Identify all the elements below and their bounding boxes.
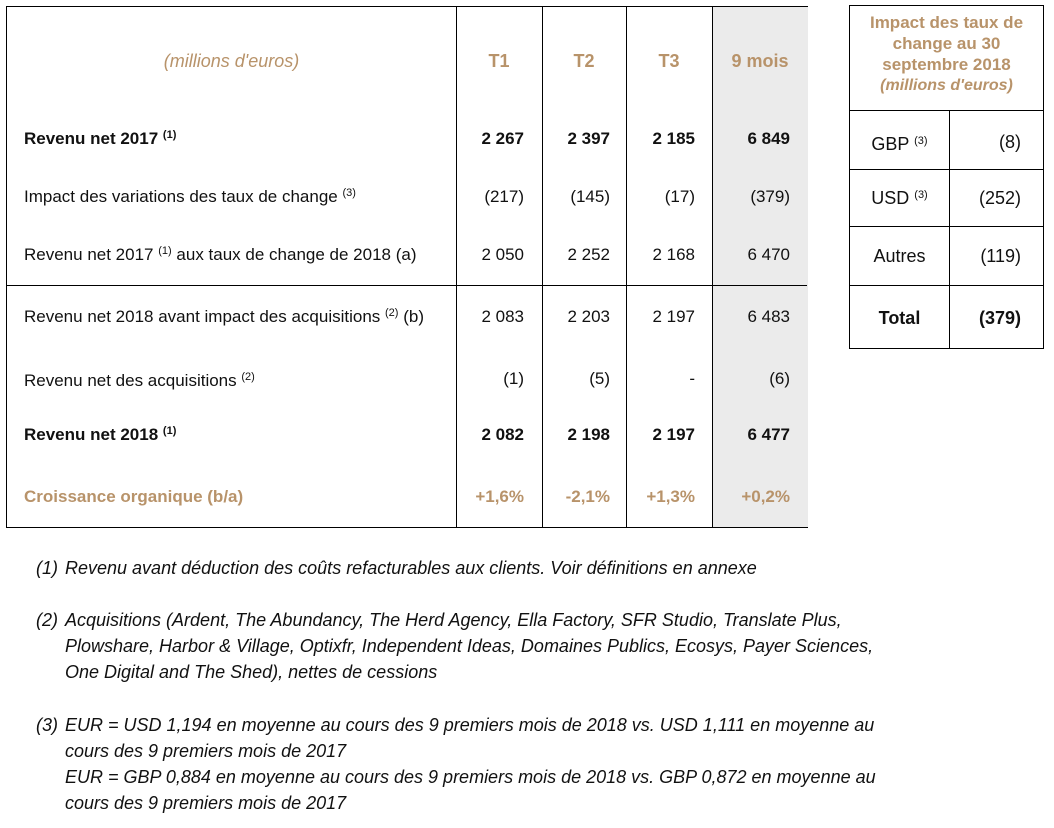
table-cell: 2 083 (481, 307, 524, 326)
table-cell: 2 197 (652, 425, 695, 444)
table-cell: 6 470 (747, 245, 790, 264)
table-row-label: Impact des variations des taux de change… (24, 187, 356, 206)
column-divider (456, 7, 457, 527)
side-row-value: (252) (978, 188, 1021, 208)
side-row-label: Total (878, 308, 921, 328)
table-cell: (6) (769, 369, 790, 388)
table-cell: 2 198 (567, 425, 610, 444)
table-cell: 2 397 (567, 129, 610, 148)
table-cell: - (689, 369, 695, 388)
column-divider (949, 110, 950, 348)
table-cell: -2,1% (565, 487, 610, 506)
row-divider (850, 226, 1043, 227)
footnote-number: (1) (36, 558, 58, 578)
footnote-text: Acquisitions (Ardent, The Abundancy, The… (65, 610, 874, 682)
unit-label: (millions d'euros) (163, 51, 300, 71)
table-cell: 2 252 (567, 245, 610, 264)
table-cell: (1) (503, 369, 524, 388)
column-header-t2: T2 (573, 51, 595, 71)
table-cell: +1,6% (475, 487, 524, 506)
exchange-rate-impact-table: Impact des taux de change au 30 septembr… (849, 5, 1044, 349)
table-cell: (5) (589, 369, 610, 388)
table-row-label: Croissance organique (b/a) (24, 487, 244, 506)
column-divider (542, 7, 543, 527)
table-cell: 2 267 (481, 129, 524, 148)
table-cell: +0,2% (741, 487, 790, 506)
row-divider (850, 110, 1043, 111)
column-header-9-mois: 9 mois (731, 51, 789, 71)
column-header-t3: T3 (658, 51, 680, 71)
side-table-title: Impact des taux de change au 30 septembr… (869, 13, 1024, 94)
footnote-text: EUR = USD 1,194 en moyenne au cours des … (65, 715, 876, 813)
row-divider (850, 169, 1043, 170)
side-row-label: Autres (873, 246, 926, 266)
footnote-number: (2) (36, 610, 58, 630)
side-row-value: (379) (978, 308, 1021, 328)
table-cell: 2 168 (652, 245, 695, 264)
table-cell: 6 483 (747, 307, 790, 326)
table-row-label: Revenu net 2018 (1) (24, 425, 177, 444)
table-row-label: Revenu net 2018 avant impact des acquisi… (24, 307, 424, 326)
table-cell: (17) (664, 187, 695, 206)
table-cell: (217) (484, 187, 524, 206)
table-cell: 2 197 (652, 307, 695, 326)
table-cell: +1,3% (646, 487, 695, 506)
table-cell: 6 477 (747, 425, 790, 444)
side-row-label: USD (3) (871, 188, 928, 208)
column-header-t1: T1 (488, 51, 510, 71)
side-row-label: GBP (3) (871, 134, 928, 154)
table-cell: 2 203 (567, 307, 610, 326)
footnote-text: Revenu avant déduction des coûts refactu… (65, 558, 757, 578)
side-row-value: (8) (999, 132, 1021, 152)
nine-months-column-shading (713, 7, 808, 527)
table-cell: (145) (570, 187, 610, 206)
table-row-label: Revenu net des acquisitions (2) (24, 371, 255, 390)
side-row-value: (119) (980, 246, 1021, 266)
table-cell: 6 849 (747, 129, 790, 148)
table-cell: 2 082 (481, 425, 524, 444)
table-cell: 2 050 (481, 245, 524, 264)
table-row-label: Revenu net 2017 (1) aux taux de change d… (24, 245, 417, 264)
column-divider (626, 7, 627, 527)
table-cell: 2 185 (652, 129, 695, 148)
column-divider (712, 7, 713, 527)
table-row-label: Revenu net 2017 (1) (24, 129, 177, 148)
section-divider (7, 285, 807, 286)
revenue-table: (millions d'euros) T1 T2 T3 9 mois Reven… (6, 6, 808, 528)
table-cell: (379) (750, 187, 790, 206)
footnote-number: (3) (36, 715, 58, 735)
row-divider (850, 285, 1043, 286)
